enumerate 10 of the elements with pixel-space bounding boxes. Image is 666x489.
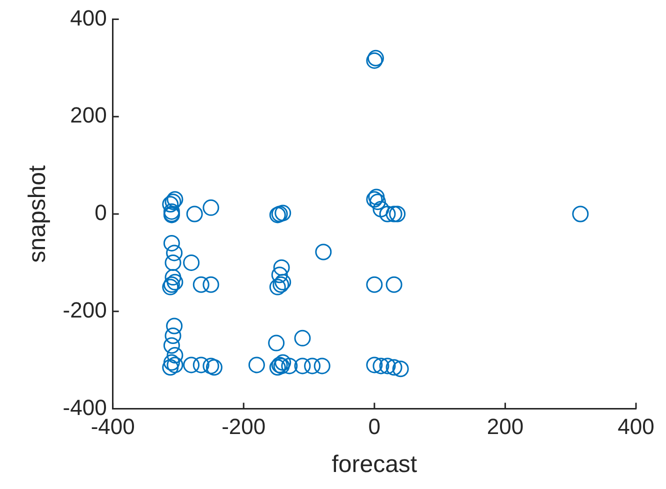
- y-tick-label: 200: [70, 102, 107, 128]
- y-axis-title: snapshot: [24, 164, 52, 263]
- x-tick-label: 400: [618, 414, 654, 440]
- y-tick-label: -200: [62, 297, 107, 322]
- x-axis-title: forecast: [332, 451, 418, 478]
- x-tick-label: -200: [222, 414, 266, 440]
- y-tick-label: 0: [94, 200, 107, 226]
- x-tick-label: 200: [486, 414, 524, 440]
- x-tick-label: 0: [368, 414, 381, 440]
- y-tick-label: 400: [70, 5, 107, 30]
